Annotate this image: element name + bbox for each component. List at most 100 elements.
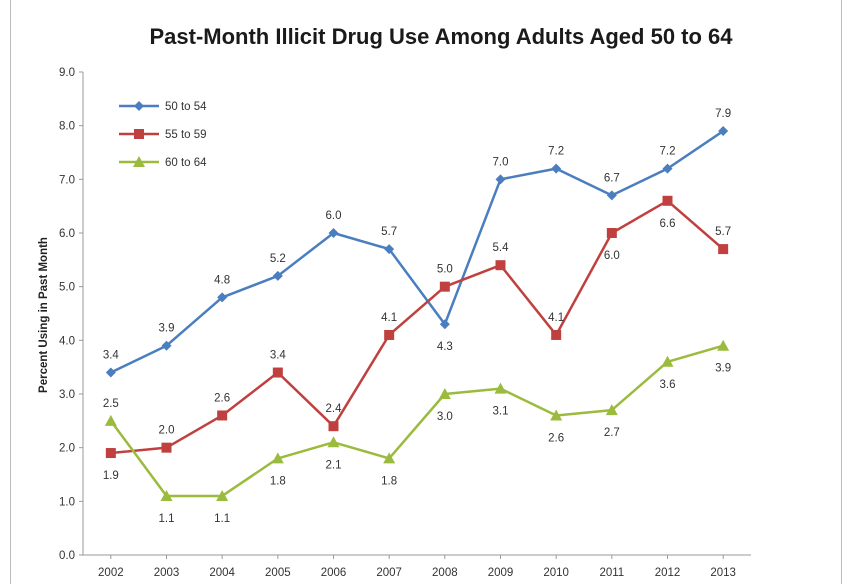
legend-item: 50 to 54 (119, 101, 207, 113)
data-point (551, 163, 562, 174)
data-point (160, 489, 173, 501)
data-label: 5.7 (381, 226, 397, 238)
legend-item: 55 to 59 (119, 129, 207, 141)
x-tick-label: 2002 (98, 567, 124, 579)
data-point (217, 292, 228, 303)
data-label: 3.9 (715, 363, 731, 375)
data-point (551, 329, 562, 340)
data-point (105, 448, 116, 459)
data-label: 3.0 (437, 411, 453, 423)
data-label: 2.6 (214, 392, 230, 404)
data-label: 2.0 (159, 425, 175, 437)
data-label: 1.1 (214, 513, 230, 525)
data-label: 1.8 (381, 475, 397, 487)
data-point (216, 489, 229, 501)
legend-label: 50 to 54 (165, 101, 207, 113)
data-point (384, 329, 395, 340)
data-label: 1.8 (270, 475, 286, 487)
data-point (717, 339, 730, 351)
data-label: 2.5 (103, 398, 119, 410)
data-point (438, 388, 451, 399)
series-60-to-64: 2.5 1.1 1.1 1.8 2.1 1.8 3.0 3.1 2.6 2.7 3.6 3.9 (103, 339, 731, 525)
data-point (161, 340, 172, 351)
legend-marker (134, 101, 144, 111)
data-label: 2.4 (326, 403, 343, 415)
data-label: 7.9 (715, 108, 731, 120)
line-chart: Past-Month Illicit Drug Use Among Adults… (38, 24, 751, 579)
data-point (384, 244, 395, 255)
data-label: 2.6 (548, 432, 564, 444)
data-point (494, 382, 507, 394)
x-tick-label: 2007 (376, 567, 402, 579)
y-tick-label: 0.0 (59, 550, 75, 562)
data-point (439, 319, 450, 330)
data-label: 7.2 (660, 146, 676, 158)
data-label: 5.0 (437, 264, 453, 276)
chart-title: Past-Month Illicit Drug Use Among Adults… (149, 24, 733, 49)
series-line (110, 129, 724, 374)
series-50-to-54: 3.4 3.9 4.8 5.2 6.0 5.7 4.3 7.0 7.2 6.7 7.2 7.9 (103, 108, 731, 378)
data-point (661, 355, 674, 367)
y-tick-label: 9.0 (59, 67, 75, 79)
x-tick-label: 2012 (655, 567, 681, 579)
x-tick-label: 2010 (543, 567, 569, 579)
chart-frame: Past-Month Illicit Drug Use Among Adults… (10, 0, 842, 584)
y-axis-label: Percent Using in Past Month (38, 237, 50, 393)
data-point (272, 270, 283, 281)
data-label: 1.9 (103, 470, 119, 482)
data-label: 4.1 (548, 312, 564, 324)
data-point (606, 228, 617, 238)
data-label: 3.9 (159, 323, 175, 335)
data-point (495, 260, 506, 271)
y-tick-label: 4.0 (59, 335, 75, 347)
x-tick-label: 2006 (321, 567, 347, 579)
data-point (104, 414, 117, 426)
y-tick-label: 3.0 (59, 389, 75, 401)
legend-marker (133, 156, 145, 167)
y-tick-label: 1.0 (59, 496, 75, 508)
series-55-to-59: 1.9 2.0 2.6 3.4 2.4 4.1 5.0 5.4 4.1 6.0 6.6 5.7 (103, 195, 731, 482)
legend-item: 60 to 64 (119, 156, 207, 169)
data-label: 4.8 (214, 274, 230, 286)
x-tick-label: 2003 (154, 567, 180, 579)
data-label: 2.1 (326, 459, 342, 471)
data-point (718, 126, 729, 137)
data-label: 3.4 (103, 350, 120, 362)
y-tick-label: 5.0 (59, 282, 75, 294)
data-label: 4.1 (381, 312, 397, 324)
data-point (327, 436, 340, 448)
data-label: 6.6 (660, 218, 676, 230)
data-label: 4.3 (437, 341, 453, 353)
data-point (439, 281, 450, 292)
data-label: 6.0 (604, 250, 620, 262)
y-tick-label: 2.0 (59, 443, 75, 455)
legend-label: 55 to 59 (165, 129, 207, 141)
data-point (328, 421, 339, 432)
x-tick-label: 2005 (265, 567, 291, 579)
data-label: 6.7 (604, 172, 620, 184)
data-point (105, 367, 116, 378)
legend: 50 to 54 55 to 59 60 to 64 (119, 101, 207, 169)
data-label: 1.1 (159, 513, 175, 525)
data-point (271, 452, 284, 464)
data-point (550, 409, 563, 421)
y-tick-label: 8.0 (59, 121, 75, 133)
data-label: 5.2 (270, 253, 286, 265)
data-point (272, 367, 283, 378)
data-label: 7.0 (493, 156, 509, 168)
data-point (383, 452, 396, 464)
data-point (495, 174, 506, 185)
y-tick-label: 7.0 (59, 174, 75, 186)
data-label: 5.4 (493, 242, 510, 254)
x-tick-label: 2004 (209, 567, 235, 579)
data-point (662, 195, 673, 206)
series-line (110, 199, 724, 455)
data-point (662, 163, 673, 174)
data-point (217, 410, 228, 421)
data-point (718, 244, 729, 255)
data-label: 3.6 (660, 379, 676, 391)
data-label: 7.2 (548, 146, 564, 158)
data-label: 6.0 (326, 210, 342, 222)
data-point (328, 228, 339, 238)
data-point (605, 404, 618, 416)
